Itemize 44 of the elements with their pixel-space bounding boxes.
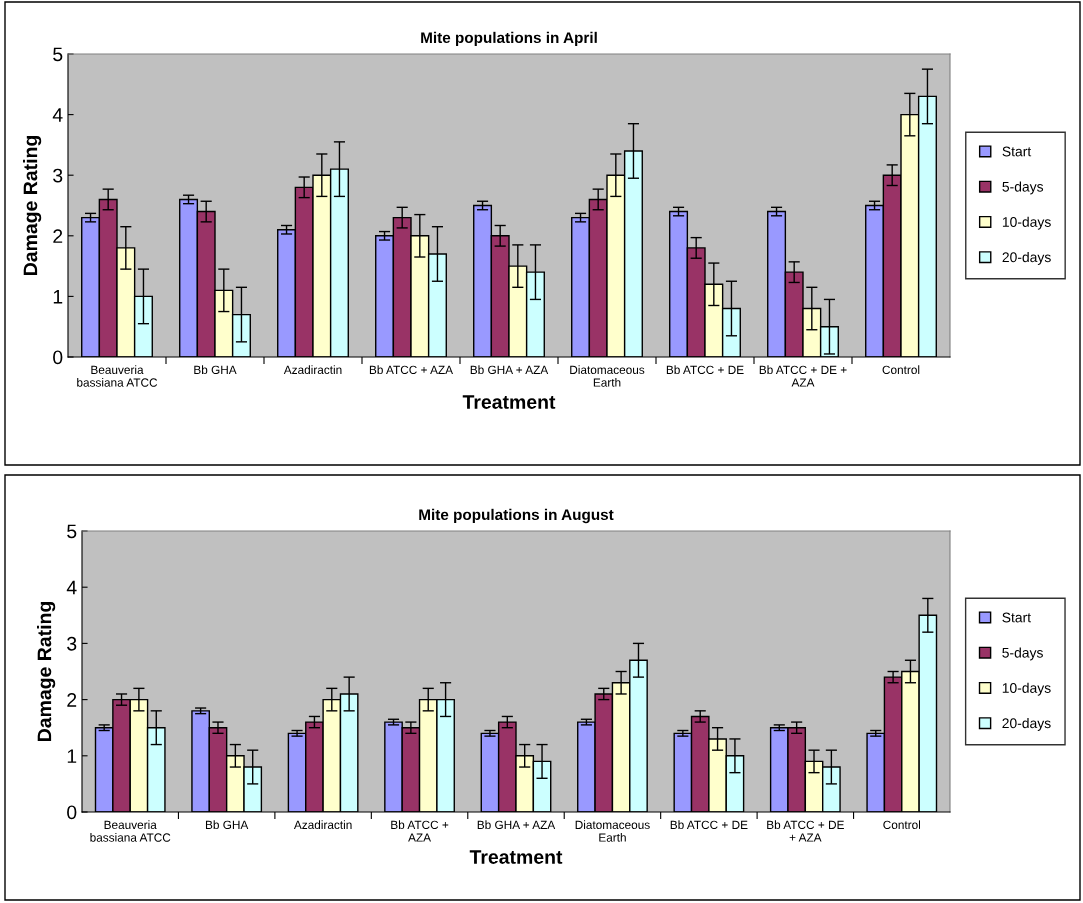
x-tick-label: Bb ATCC + DE + AZA [767,820,844,842]
x-tick-label: Bb ATCC + AZA [369,365,454,374]
x-tick-label: Control [882,365,920,374]
legend-label: 10-days [1002,682,1051,696]
x-tick-label: Bb ATCC + DE [666,365,744,374]
x-tick-label: Bb GHA + AZA [477,820,556,829]
x-tick-label: Azadiractin [283,365,342,374]
y-tick-label: 1 [53,290,63,304]
y-tick-label: 4 [52,108,63,122]
x-tick-label: Bb GHA [194,365,237,374]
legend-label: 20-days [1002,717,1051,731]
x-tick-label: Beauveria bassiana ATCC [77,365,158,387]
x-tick-label: Control [883,820,921,829]
x-axis-title: Treatment [462,395,556,409]
y-tick-label: 0 [67,805,77,820]
y-axis-title: Damage Rating [23,136,42,275]
x-tick-label: Bb GHA + AZA [470,365,549,374]
y-tick-label: 5 [53,47,63,62]
y-tick-label: 4 [66,580,77,595]
y-tick-label: 0 [53,350,63,365]
chart-title: Mite populations in April [421,31,597,47]
x-tick-label: Azadiractin [293,820,352,829]
legend-label: 10-days [1002,216,1051,230]
x-axis-title: Treatment [469,850,563,864]
y-tick-label: 5 [67,524,77,539]
chart-title: Mite populations in August [419,508,614,524]
x-tick-label: Beauveria bassiana ATCC [90,820,171,842]
legend-label: 5-days [1002,181,1044,195]
x-tick-label: Bb ATCC + AZA [391,820,449,842]
y-tick-label: 3 [67,636,77,651]
y-tick-label: 3 [53,168,63,183]
legend-label: 20-days [1002,251,1051,265]
y-axis-title: Damage Rating [37,602,56,741]
x-tick-label: Diatomaceous Earth [575,820,650,842]
legend-label: Start [1002,146,1032,157]
x-tick-label: Bb ATCC + DE [670,820,748,829]
x-tick-label: Bb GHA [205,820,249,829]
y-tick-label: 2 [53,229,63,243]
x-tick-label: Bb ATCC + DE + AZA [759,365,847,387]
legend-label: Start [1002,612,1031,623]
y-tick-label: 2 [67,693,77,707]
y-tick-label: 1 [67,749,77,763]
legend-label: 5-days [1002,647,1043,661]
x-tick-label: Diatomaceous Earth [570,365,645,387]
